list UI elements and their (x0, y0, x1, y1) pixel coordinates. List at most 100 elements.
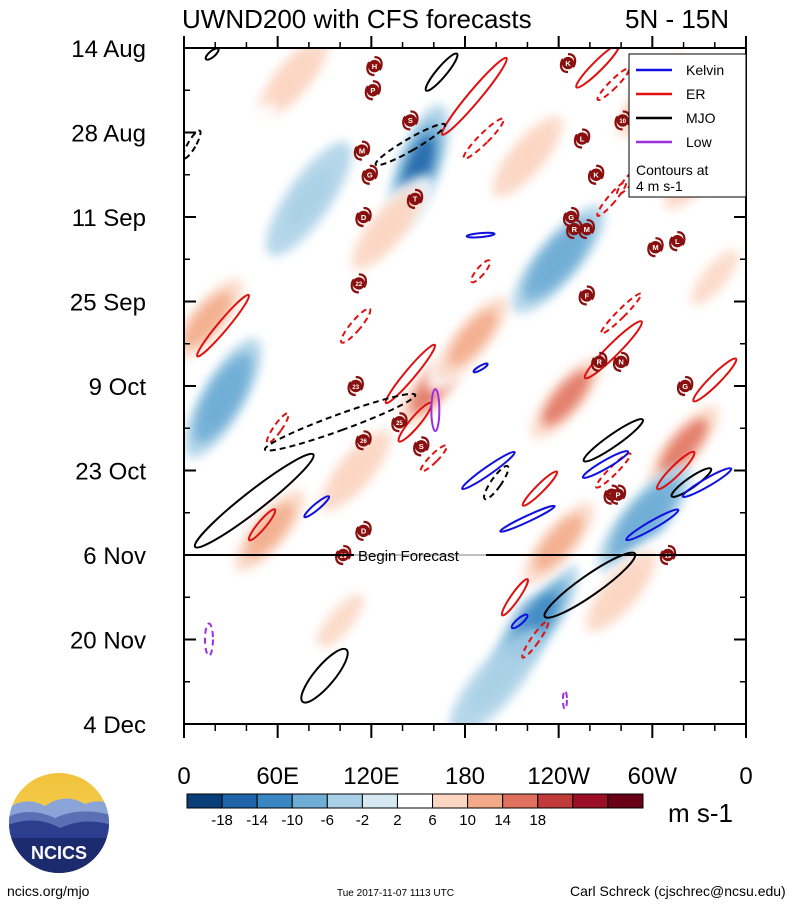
anomaly-blob (206, 129, 255, 185)
storm-label: D (361, 213, 367, 222)
kelvin-contour (499, 504, 556, 533)
storm-label: 19 (665, 554, 672, 560)
kelvin-contour (681, 467, 733, 498)
anomaly-blob (690, 249, 739, 305)
colorbar-swatch (607, 793, 644, 809)
anomaly-blob (316, 593, 365, 649)
er-contour (583, 320, 643, 380)
colorbar-swatch (572, 793, 609, 809)
storm-label: K (593, 171, 599, 180)
kelvin-contour (625, 508, 680, 542)
storm-label: 23 (352, 385, 359, 391)
colorbar-swatch (396, 793, 434, 809)
storm-marker: 22 (350, 273, 368, 294)
anomaly-blob (184, 292, 232, 348)
legend-note-line1: Contours at (636, 162, 708, 178)
x-tick-label: 60E (256, 763, 299, 790)
legend-note-line2: 4 m s-1 (636, 178, 683, 194)
storm-marker: K (587, 164, 605, 185)
low-contour (203, 622, 214, 657)
storm-symbol-icon (587, 164, 605, 185)
storm-symbol-icon (559, 52, 577, 74)
colorbar-units: m s-1 (668, 798, 733, 828)
er-contour (440, 56, 508, 136)
storm-dot (678, 379, 692, 393)
storm-symbol-icon (335, 544, 352, 566)
mjo-contour (184, 129, 202, 160)
logo-landscape (9, 798, 109, 873)
storm-marker: S (402, 110, 419, 131)
storm-dot (580, 222, 593, 236)
storm-symbol-icon (355, 206, 372, 228)
storm-dot (415, 440, 428, 453)
er-contour (196, 293, 251, 358)
colorbar-tick-label: -14 (246, 812, 268, 829)
anomaly-blob (202, 367, 244, 429)
mjo-contour (424, 52, 459, 92)
storm-marker: K (559, 52, 577, 74)
storm-label: L (675, 237, 680, 246)
storm-label: G (682, 382, 688, 391)
storm-symbol-icon (402, 110, 419, 131)
anomaly-blob (534, 231, 583, 287)
storm-marker: S (413, 436, 430, 457)
storm-dot (404, 114, 417, 127)
storm-marker: D (355, 206, 372, 228)
anomaly-blob (253, 672, 302, 724)
storm-label: S (419, 442, 424, 451)
er-contour (500, 578, 529, 617)
storm-label: 26 (360, 439, 367, 445)
storm-marker: G (361, 164, 378, 185)
er-contour (340, 307, 372, 344)
storm-symbol-icon (647, 237, 664, 258)
storm-symbol-icon (364, 80, 382, 101)
forecast-label: Begin Forecast (358, 548, 460, 565)
kelvin-contour (581, 450, 630, 479)
er-contour (596, 67, 631, 102)
storm-symbol-icon (578, 285, 595, 306)
legend-label-kelvin: Kelvin (686, 62, 724, 78)
kelvin-contour (465, 231, 496, 239)
low-contour (561, 689, 568, 710)
storm-symbol-icon (659, 544, 677, 566)
anomaly-blob (542, 370, 591, 426)
storm-dot (368, 59, 381, 73)
er-contour (600, 292, 643, 335)
storm-dot (357, 210, 370, 224)
storm-symbol-icon (612, 351, 630, 372)
storm-label: G (568, 213, 574, 222)
storm-symbol-icon (669, 231, 686, 252)
anomaly-blob (597, 563, 646, 619)
storm-label: N (618, 358, 623, 367)
storm-dot (568, 222, 581, 236)
colorbar-swatch (186, 793, 223, 809)
y-tick-label: 4 Dec (83, 712, 146, 739)
axes: 14 Aug 28 Aug 11 Sep 25 Sep 9 Oct 23 Oct 6 Nov… (70, 36, 753, 790)
storm-label: 25 (396, 421, 403, 427)
storm-label: M (652, 243, 658, 252)
storm-symbol-icon (406, 188, 424, 209)
er-contour (470, 259, 492, 284)
colorbar: -18 -14 -10 -6 -2 2 6 10 14 18 (186, 793, 644, 829)
er-contour (419, 444, 448, 473)
colorbar-tick-label: -2 (356, 812, 369, 829)
kelvin-contour (510, 613, 529, 630)
storm-dot (649, 240, 662, 254)
storm-marker: L (669, 231, 686, 252)
colorbar-tick-label: -6 (321, 812, 334, 829)
storm-label: T (413, 195, 418, 204)
storm-symbol-icon (609, 484, 627, 505)
storm-dot (589, 168, 603, 181)
y-tick-label: 23 Oct (75, 459, 146, 486)
storm-dot (357, 524, 370, 538)
anomaly-field (184, 48, 746, 724)
anomaly-blob (472, 654, 521, 710)
storm-label: K (565, 59, 571, 68)
storm-label: M (359, 146, 365, 155)
colorbar-tick-label: 14 (494, 812, 511, 829)
colorbar-tick-label: -10 (281, 812, 303, 829)
storm-symbol-icon (350, 273, 368, 294)
storm-symbol-icon (676, 375, 694, 397)
